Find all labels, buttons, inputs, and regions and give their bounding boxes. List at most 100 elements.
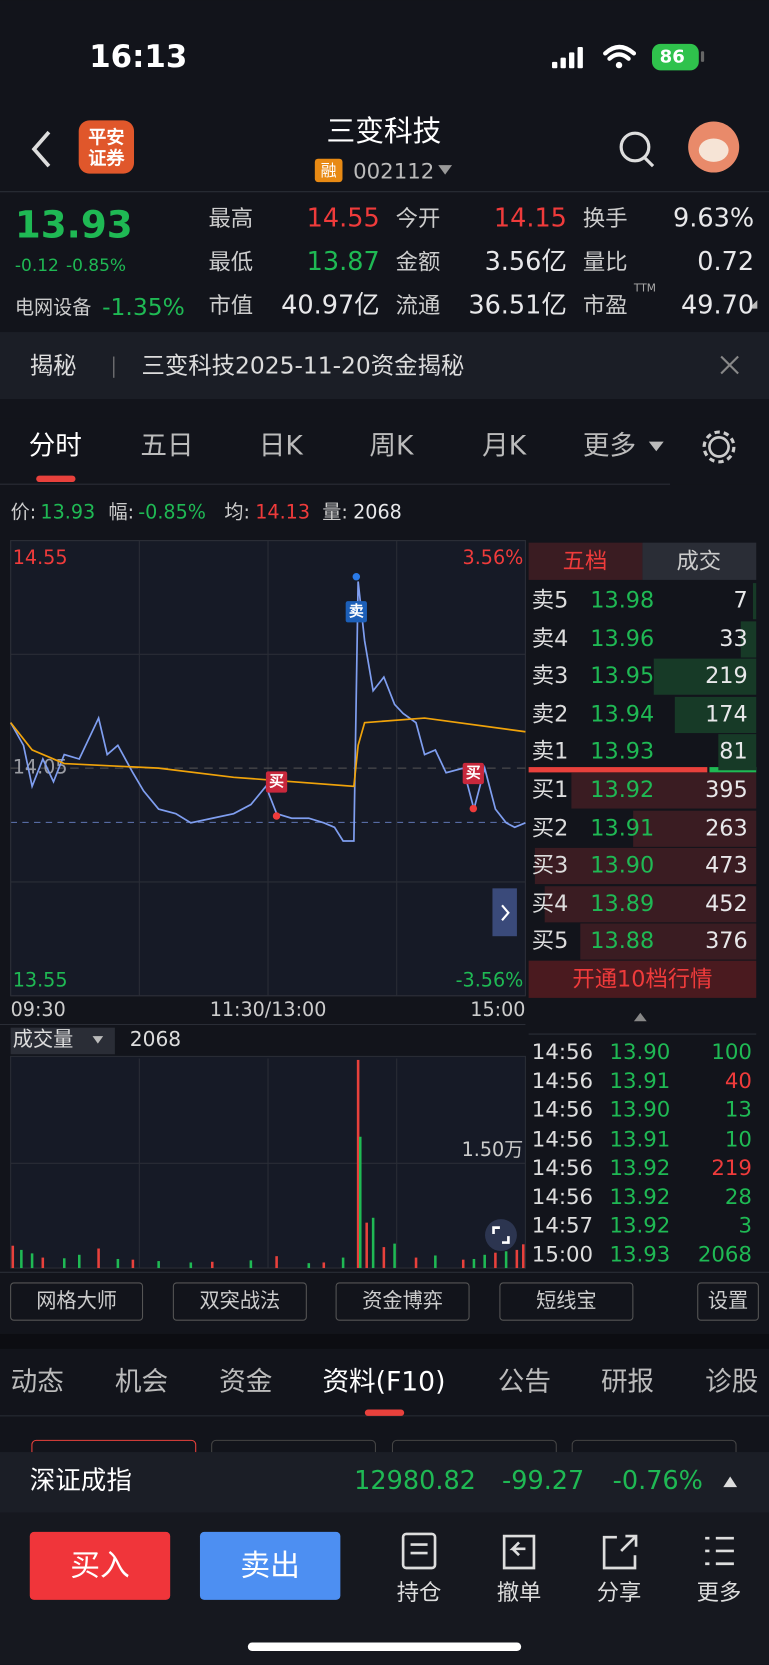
average-line bbox=[9, 717, 526, 788]
summary-label: 幅: bbox=[108, 500, 134, 523]
avatar-face bbox=[698, 138, 729, 162]
home-indicator bbox=[247, 1642, 522, 1651]
fullscreen-button[interactable] bbox=[485, 1219, 517, 1252]
notice-tag: 揭秘 bbox=[30, 352, 77, 380]
tool-button[interactable] bbox=[172, 1282, 307, 1321]
info-tab[interactable]: 资金 bbox=[219, 1366, 272, 1397]
book-tab-label[interactable]: 五档 bbox=[563, 548, 608, 574]
index-bar[interactable] bbox=[0, 1452, 769, 1513]
tool-label[interactable]: 短线宝 bbox=[536, 1289, 597, 1313]
tool-label[interactable]: 设置 bbox=[708, 1289, 748, 1313]
book-volume: 473 bbox=[705, 853, 748, 879]
tool-label[interactable]: 资金博弈 bbox=[362, 1289, 443, 1313]
volume-bar bbox=[210, 1261, 214, 1269]
book-volume: 33 bbox=[719, 626, 747, 652]
period-tab[interactable]: 更多 bbox=[583, 430, 636, 461]
margin-badge: 融 bbox=[321, 161, 337, 180]
tool-label[interactable]: 网格大师 bbox=[36, 1289, 117, 1313]
info-tab[interactable]: 动态 bbox=[11, 1366, 64, 1397]
trade-time: 14:57 bbox=[532, 1214, 593, 1239]
depth-bar bbox=[653, 658, 757, 695]
index-expand[interactable] bbox=[723, 1476, 738, 1488]
volume-bar bbox=[77, 1254, 81, 1269]
buy-button[interactable] bbox=[29, 1531, 171, 1600]
y-tick-label: 13.55 bbox=[13, 968, 68, 991]
book-volume: 81 bbox=[719, 739, 747, 765]
index-change: -99.27 bbox=[502, 1466, 584, 1496]
volume-bar bbox=[249, 1260, 253, 1269]
period-tab[interactable]: 周K bbox=[369, 430, 414, 461]
upgrade-button[interactable] bbox=[528, 960, 757, 998]
tool-button[interactable] bbox=[499, 1282, 634, 1321]
y-tick-label: 1.50万 bbox=[462, 1138, 524, 1161]
book-level: 卖4 bbox=[532, 626, 569, 652]
info-tab[interactable]: 研报 bbox=[601, 1366, 654, 1397]
stat-label: 金额 bbox=[396, 249, 441, 275]
stock-code: 002112 bbox=[353, 160, 434, 185]
volume-bar bbox=[371, 1217, 375, 1269]
settings-icon[interactable] bbox=[708, 436, 730, 458]
book-tab-label[interactable]: 成交 bbox=[676, 548, 721, 574]
broker-name: 平安 bbox=[88, 126, 124, 148]
more-dropdown[interactable] bbox=[648, 441, 664, 452]
summary-label: 均: bbox=[224, 500, 250, 523]
book-price: 13.98 bbox=[590, 588, 654, 614]
summary-value: -0.85% bbox=[138, 500, 206, 523]
tool-button[interactable] bbox=[697, 1282, 759, 1321]
volume-bar bbox=[358, 1136, 362, 1269]
book-price: 13.96 bbox=[590, 626, 654, 652]
stat-value: 0.72 bbox=[697, 247, 754, 277]
book-tab-active[interactable] bbox=[528, 542, 643, 580]
info-tab[interactable]: 公告 bbox=[498, 1366, 551, 1397]
battery bbox=[652, 43, 699, 71]
info-tab[interactable]: 资料(F10) bbox=[322, 1366, 445, 1397]
notice-bar[interactable] bbox=[0, 332, 769, 400]
stat-value: 9.63% bbox=[673, 203, 754, 233]
volume-bar bbox=[97, 1248, 100, 1269]
signal-dot bbox=[352, 572, 361, 581]
book-tab[interactable] bbox=[642, 542, 757, 580]
book-level: 卖3 bbox=[532, 663, 569, 689]
y-tick-label: 14.55 bbox=[13, 546, 68, 569]
tool-button[interactable] bbox=[335, 1282, 470, 1321]
tool-button[interactable] bbox=[10, 1282, 144, 1321]
notice-close[interactable] bbox=[720, 355, 739, 375]
trade-time: 14:56 bbox=[532, 1098, 593, 1123]
code-dropdown[interactable] bbox=[438, 165, 453, 175]
collapse-arrow[interactable] bbox=[633, 1012, 647, 1022]
broker-logo[interactable] bbox=[78, 120, 135, 174]
upgrade-label[interactable]: 开通10档行情 bbox=[572, 966, 712, 992]
book-price: 13.90 bbox=[590, 853, 654, 879]
index-change-pct: -0.76% bbox=[613, 1466, 703, 1496]
period-tab[interactable]: 日K bbox=[259, 430, 304, 461]
period-tab[interactable]: 五日 bbox=[140, 430, 193, 461]
action-label[interactable]: 撤单 bbox=[497, 1580, 542, 1606]
back-button[interactable] bbox=[31, 130, 51, 168]
search-icon[interactable] bbox=[619, 131, 651, 163]
broker-name: 证券 bbox=[88, 148, 125, 170]
sector-name: 电网设备 bbox=[15, 296, 92, 319]
period-tab[interactable]: 月K bbox=[482, 430, 527, 461]
action-label[interactable]: 分享 bbox=[597, 1580, 642, 1606]
book-level: 买3 bbox=[532, 853, 569, 879]
volume-bar bbox=[494, 1252, 497, 1269]
volume-bar bbox=[11, 1245, 15, 1269]
summary-value: 14.13 bbox=[255, 500, 310, 523]
volume-bar bbox=[365, 1222, 368, 1269]
info-tab[interactable]: 诊股 bbox=[705, 1366, 758, 1397]
stat-value: 14.15 bbox=[494, 203, 567, 233]
period-tab[interactable]: 分时 bbox=[29, 430, 82, 461]
settings-gear bbox=[702, 430, 736, 464]
info-tab[interactable]: 机会 bbox=[115, 1366, 168, 1397]
sell-label[interactable]: 卖出 bbox=[240, 1548, 300, 1583]
stat-label: 市值 bbox=[208, 293, 253, 319]
sell-button[interactable] bbox=[199, 1531, 341, 1600]
volume-label: 成交量 bbox=[13, 1027, 74, 1051]
expand-book-button[interactable] bbox=[492, 888, 517, 937]
buy-label[interactable]: 买入 bbox=[70, 1548, 130, 1583]
action-label[interactable]: 更多 bbox=[697, 1580, 742, 1606]
tool-label[interactable]: 双突战法 bbox=[199, 1289, 280, 1313]
action-label[interactable]: 持仓 bbox=[397, 1580, 442, 1606]
trade-volume: 219 bbox=[711, 1156, 752, 1181]
